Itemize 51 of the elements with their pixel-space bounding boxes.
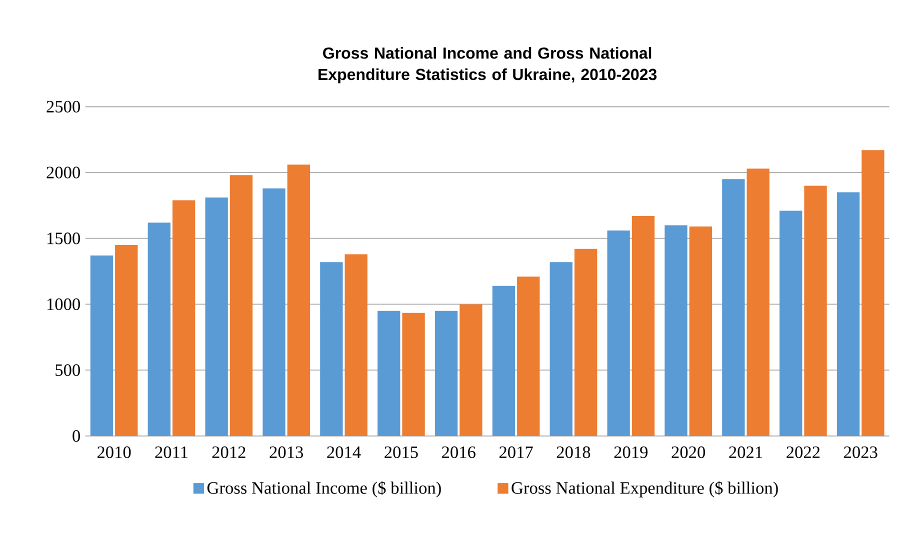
bar (90, 256, 114, 436)
bar (378, 311, 400, 436)
bar (574, 249, 598, 436)
y-tick-label: 1500 (47, 232, 80, 244)
x-tick-label: 2011 (155, 446, 188, 458)
x-tick-label: 2023 (844, 446, 878, 458)
x-tick-label: 2013 (270, 446, 303, 458)
bar (115, 245, 138, 436)
bar (780, 210, 802, 436)
bar (434, 311, 458, 436)
legend-label: Gross National Expenditure ($ billion) (512, 481, 778, 498)
bar (148, 222, 170, 436)
bar (722, 179, 745, 436)
x-tick-label: 2022 (786, 446, 820, 458)
x-tick-label: 2014 (327, 446, 361, 458)
bar (492, 286, 516, 436)
x-tick-label: 2019 (614, 446, 648, 458)
bar (402, 312, 425, 436)
chart-title: Gross National Income and Gross National Expenditure Statistics of Ukraine, 2010-2023 (318, 47, 657, 84)
bar (205, 198, 228, 436)
x-tick-label: 2020 (672, 446, 706, 458)
x-tick-label: 2015 (384, 446, 418, 458)
bar (550, 262, 572, 436)
bar (746, 168, 770, 436)
y-tick-label: 2000 (46, 166, 80, 179)
bar (607, 230, 630, 436)
y-tick-label: 2500 (46, 100, 80, 113)
bar (344, 254, 368, 436)
legend-label: Gross National Income ($ billion) (207, 481, 441, 498)
bar (287, 164, 310, 436)
x-tick-label: 2021 (729, 446, 762, 458)
bar (632, 216, 655, 436)
bar (689, 226, 712, 436)
y-tick-label: 0 (72, 430, 80, 442)
x-tick-label: 2018 (556, 446, 590, 458)
x-tick-label: 2012 (212, 446, 246, 458)
y-tick-label: 1000 (47, 298, 80, 310)
bar (320, 262, 343, 436)
x-tick-label: 2016 (442, 446, 476, 458)
y-tick-label: 500 (56, 364, 80, 376)
bar (804, 186, 827, 436)
bar (862, 150, 884, 436)
x-tick-label: 2010 (97, 446, 131, 458)
x-tick-label: 2017 (499, 446, 533, 458)
bar (517, 276, 540, 436)
bar (836, 192, 860, 436)
bar (230, 175, 253, 436)
bar (262, 188, 286, 436)
bar (664, 225, 688, 436)
bar (460, 304, 482, 436)
bar (172, 200, 196, 436)
